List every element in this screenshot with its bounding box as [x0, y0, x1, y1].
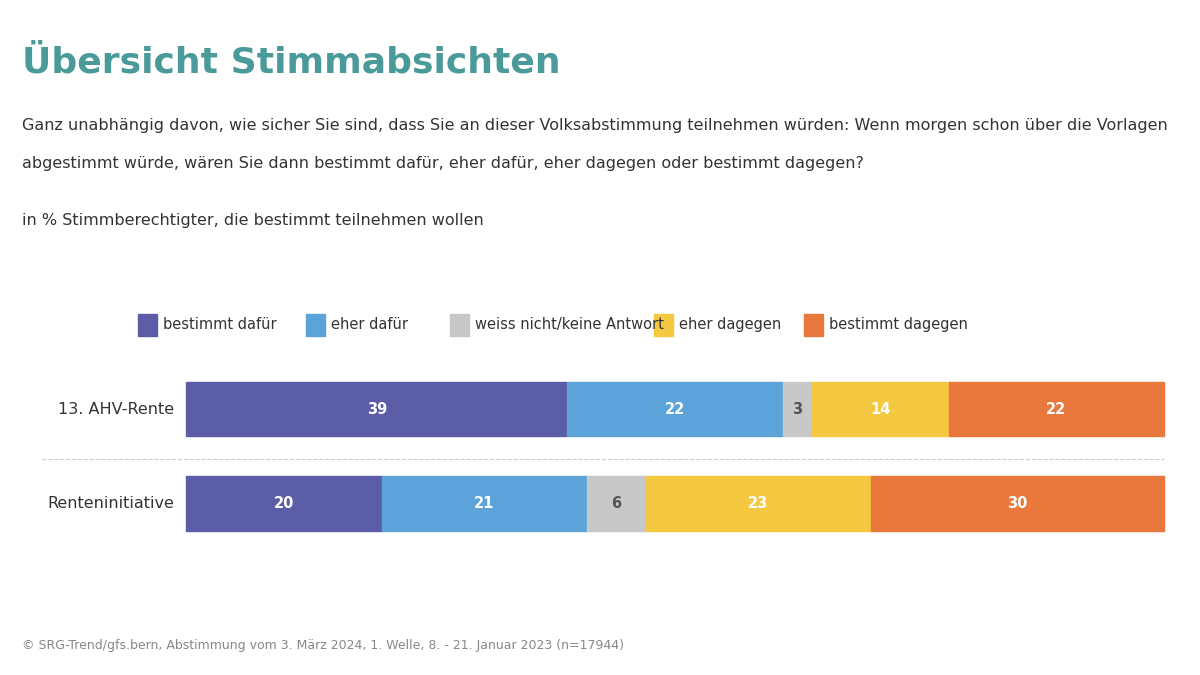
Bar: [138, 315, 157, 336]
Text: weiss nicht/keine Antwort: weiss nicht/keine Antwort: [475, 317, 664, 332]
Bar: [804, 315, 823, 336]
Text: bestimmt dafür: bestimmt dafür: [163, 317, 277, 332]
Text: 23: 23: [748, 496, 768, 511]
Text: Ganz unabhängig davon, wie sicher Sie sind, dass Sie an dieser Volksabstimmung t: Ganz unabhängig davon, wie sicher Sie si…: [22, 117, 1168, 132]
Bar: [382, 477, 587, 531]
Text: abgestimmt würde, wären Sie dann bestimmt dafür, eher dafür, eher dagegen oder b: abgestimmt würde, wären Sie dann bestimm…: [22, 156, 864, 171]
Text: 3: 3: [792, 402, 803, 416]
Bar: [568, 382, 782, 437]
Text: 20: 20: [274, 496, 294, 511]
Text: bestimmt dagegen: bestimmt dagegen: [829, 317, 968, 332]
Text: 21: 21: [474, 496, 494, 511]
Text: 6: 6: [611, 496, 622, 511]
Text: © SRG-Trend/gfs.bern, Abstimmung vom 3. März 2024, 1. Welle, 8. - 21. Januar 202: © SRG-Trend/gfs.bern, Abstimmung vom 3. …: [22, 639, 624, 652]
Text: 22: 22: [665, 402, 685, 416]
Text: 22: 22: [1046, 402, 1067, 416]
Bar: [646, 477, 870, 531]
Text: 30: 30: [1007, 496, 1027, 511]
Bar: [587, 477, 646, 531]
Bar: [654, 315, 673, 336]
Bar: [812, 382, 949, 437]
Text: eher dagegen: eher dagegen: [679, 317, 781, 332]
Bar: [870, 477, 1164, 531]
Text: 13. AHV-Rente: 13. AHV-Rente: [58, 402, 174, 416]
Bar: [949, 382, 1164, 437]
Text: Renteninitiative: Renteninitiative: [47, 496, 174, 511]
Text: 14: 14: [870, 402, 890, 416]
Bar: [306, 315, 325, 336]
Text: Übersicht Stimmabsichten: Übersicht Stimmabsichten: [22, 46, 560, 80]
Bar: [186, 382, 568, 437]
Text: in % Stimmberechtigter, die bestimmt teilnehmen wollen: in % Stimmberechtigter, die bestimmt tei…: [22, 213, 484, 228]
Text: 39: 39: [366, 402, 386, 416]
Bar: [450, 315, 469, 336]
Text: eher dafür: eher dafür: [331, 317, 408, 332]
Bar: [782, 382, 812, 437]
Bar: [186, 477, 382, 531]
